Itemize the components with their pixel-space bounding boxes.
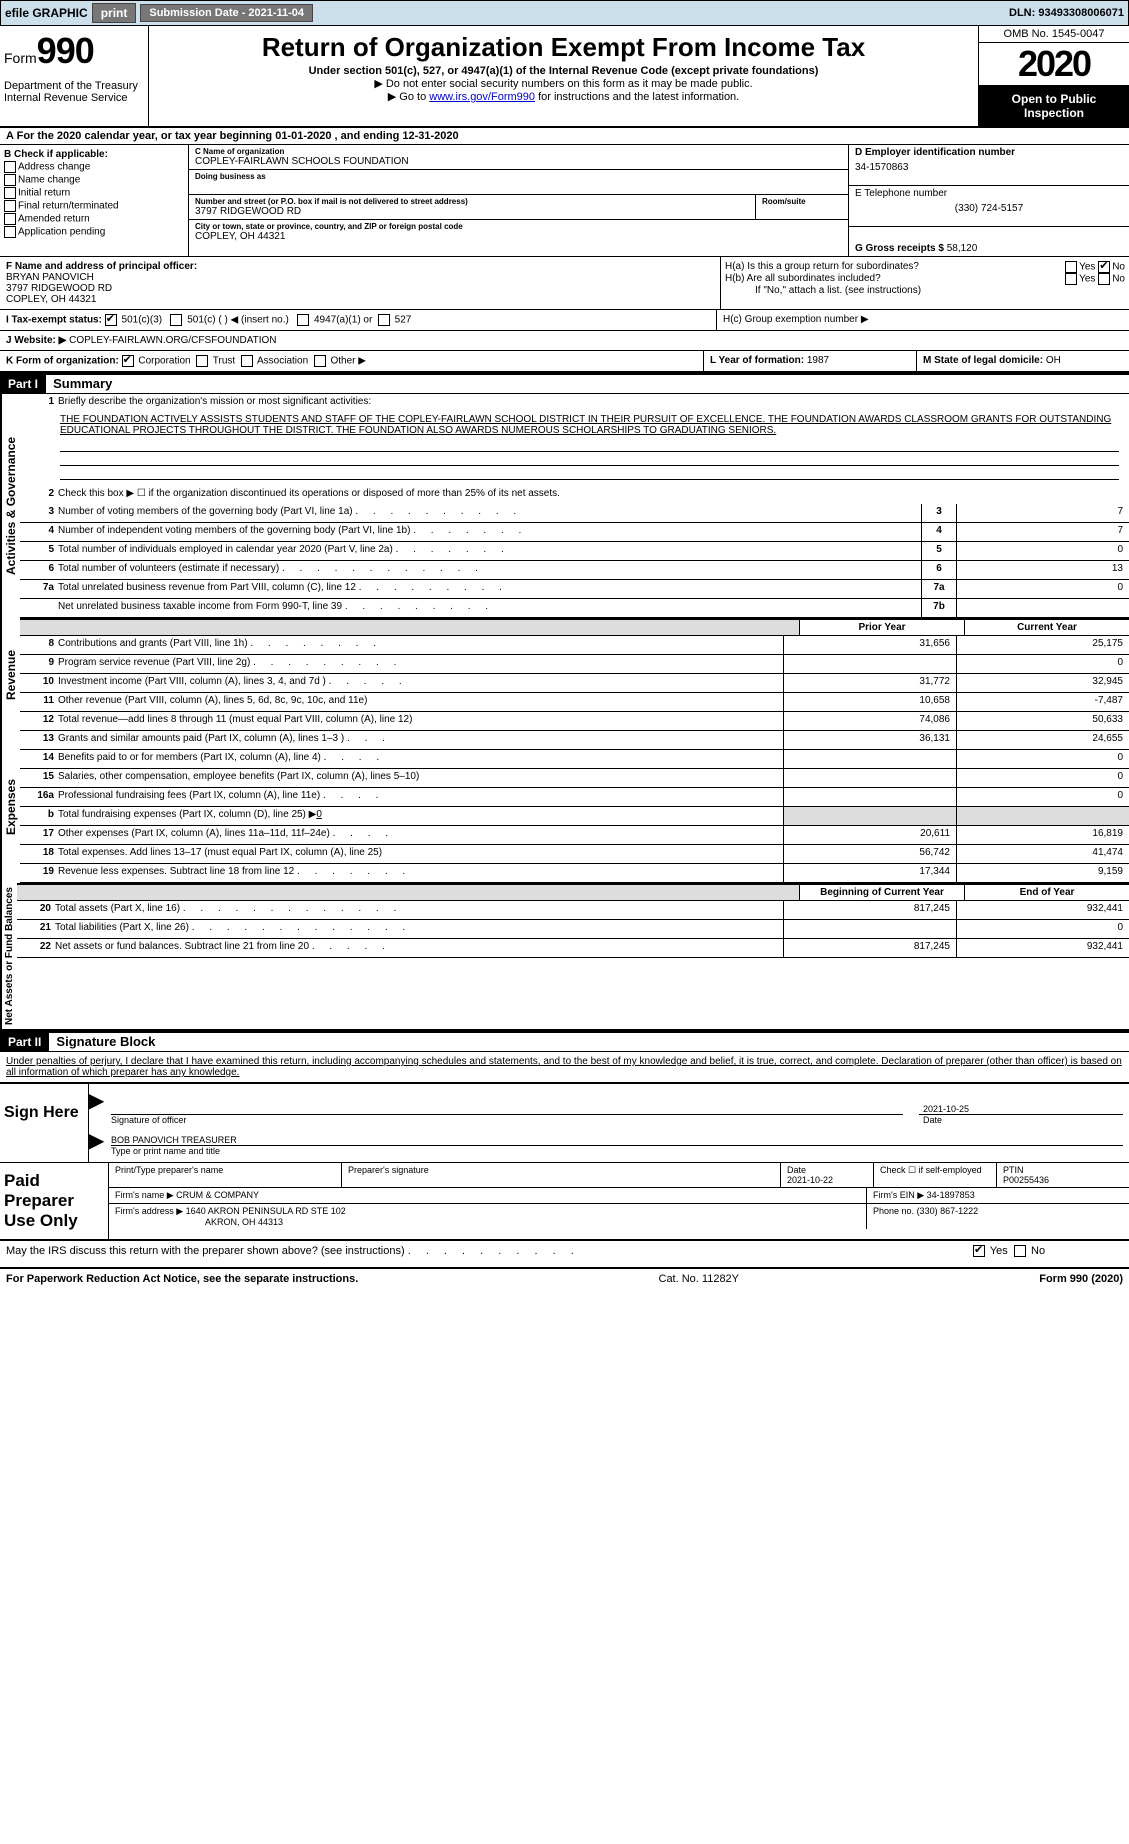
final-return-checkbox[interactable] bbox=[4, 200, 16, 212]
name-change-checkbox[interactable] bbox=[4, 174, 16, 186]
preparer-sig-label: Preparer's signature bbox=[348, 1165, 774, 1175]
hb-no-checkbox[interactable] bbox=[1098, 273, 1110, 285]
telephone-value: (330) 724-5157 bbox=[855, 199, 1123, 214]
initial-return-checkbox[interactable] bbox=[4, 187, 16, 199]
ein-label: D Employer identification number bbox=[855, 147, 1123, 158]
dln-label: DLN: 93493308006071 bbox=[1009, 7, 1124, 19]
open-inspection: Open to Public Inspection bbox=[979, 86, 1129, 126]
group-exemption: H(c) Group exemption number ▶ bbox=[717, 310, 1129, 330]
gross-receipts-value: 58,120 bbox=[947, 243, 978, 254]
ha-yes-checkbox[interactable] bbox=[1065, 261, 1077, 273]
group-return: H(a) Is this a group return for subordin… bbox=[720, 257, 1129, 309]
firm-address: 1640 AKRON PENINSULA RD STE 102 bbox=[186, 1206, 346, 1216]
officer-signature-line[interactable] bbox=[111, 1090, 903, 1115]
ein-value: 34-1570863 bbox=[855, 158, 1123, 173]
org-name-label: C Name of organization bbox=[195, 147, 842, 156]
declaration-text: Under penalties of perjury, I declare th… bbox=[0, 1052, 1129, 1082]
principal-officer: F Name and address of principal officer:… bbox=[0, 257, 720, 309]
501c3-checkbox[interactable] bbox=[105, 314, 117, 326]
form-of-org: K Form of organization: Corporation Trus… bbox=[0, 351, 704, 371]
telephone-label: E Telephone number bbox=[855, 188, 1123, 199]
signature-date: 2021-10-25 bbox=[919, 1090, 1123, 1115]
mission-text: THE FOUNDATION ACTIVELY ASSISTS STUDENTS… bbox=[20, 412, 1129, 438]
part-i-header: Part I Summary bbox=[0, 373, 1129, 394]
firm-ein: 34-1897853 bbox=[927, 1190, 975, 1200]
revenue-tab: Revenue bbox=[0, 618, 20, 731]
column-b-checkboxes: B Check if applicable: Address change Na… bbox=[0, 145, 189, 256]
527-checkbox[interactable] bbox=[378, 314, 390, 326]
assoc-checkbox[interactable] bbox=[241, 355, 253, 367]
hb-yes-checkbox[interactable] bbox=[1065, 273, 1077, 285]
room-label: Room/suite bbox=[762, 197, 842, 206]
omb-number: OMB No. 1545-0047 bbox=[979, 26, 1129, 43]
form-subtitle: Under section 501(c), 527, or 4947(a)(1)… bbox=[153, 65, 974, 77]
form-number: Form990 bbox=[4, 30, 144, 72]
revenue-section: Revenue Prior YearCurrent Year 8Contribu… bbox=[0, 618, 1129, 731]
page-footer: For Paperwork Reduction Act Notice, see … bbox=[0, 1269, 1129, 1289]
tax-year: 2020 bbox=[979, 43, 1129, 86]
year-formation: L Year of formation: 1987 bbox=[704, 351, 917, 371]
4947-checkbox[interactable] bbox=[297, 314, 309, 326]
part-ii-header: Part II Signature Block bbox=[0, 1031, 1129, 1052]
tax-exempt-status: I Tax-exempt status: 501(c)(3) 501(c) ( … bbox=[0, 310, 717, 330]
city-label: City or town, state or province, country… bbox=[195, 222, 842, 231]
officer-name-title: BOB PANOVICH TREASURER bbox=[111, 1125, 1123, 1146]
trust-checkbox[interactable] bbox=[196, 355, 208, 367]
ssn-warning: ▶ Do not enter social security numbers o… bbox=[153, 77, 974, 90]
street-label: Number and street (or P.O. box if mail i… bbox=[195, 197, 749, 206]
form-title: Return of Organization Exempt From Incom… bbox=[153, 32, 974, 63]
gross-receipts-label: G Gross receipts $ bbox=[855, 243, 944, 254]
discuss-yes-checkbox[interactable] bbox=[973, 1245, 985, 1257]
addr-change-checkbox[interactable] bbox=[4, 161, 16, 173]
preparer-name-label: Print/Type preparer's name bbox=[115, 1165, 335, 1175]
b-header: B Check if applicable: bbox=[4, 149, 184, 160]
instructions-link-row: ▶ Go to www.irs.gov/Form990 for instruct… bbox=[153, 90, 974, 103]
application-pending-checkbox[interactable] bbox=[4, 226, 16, 238]
501c-checkbox[interactable] bbox=[170, 314, 182, 326]
street-value: 3797 RIDGEWOOD RD bbox=[195, 206, 749, 217]
activities-governance-section: Activities & Governance 1Briefly describ… bbox=[0, 394, 1129, 618]
net-assets-section: Net Assets or Fund Balances Beginning of… bbox=[0, 883, 1129, 1031]
expenses-section: Expenses 13Grants and similar amounts pa… bbox=[0, 731, 1129, 883]
net-assets-tab: Net Assets or Fund Balances bbox=[0, 883, 17, 1029]
city-value: COPLEY, OH 44321 bbox=[195, 231, 842, 242]
org-name: COPLEY-FAIRLAWN SCHOOLS FOUNDATION bbox=[195, 156, 842, 167]
dba-label: Doing business as bbox=[195, 172, 842, 181]
state-domicile: M State of legal domicile: OH bbox=[917, 351, 1129, 371]
row-a-tax-year: A For the 2020 calendar year, or tax yea… bbox=[0, 128, 1129, 145]
discuss-row: May the IRS discuss this return with the… bbox=[0, 1241, 1129, 1269]
section-b-to-g: B Check if applicable: Address change Na… bbox=[0, 145, 1129, 257]
other-checkbox[interactable] bbox=[314, 355, 326, 367]
firm-name: CRUM & COMPANY bbox=[176, 1190, 259, 1200]
form-header: Form990 Department of the Treasury Inter… bbox=[0, 26, 1129, 128]
department-label: Department of the Treasury Internal Reve… bbox=[4, 80, 144, 104]
print-button[interactable]: print bbox=[92, 3, 137, 23]
amended-return-checkbox[interactable] bbox=[4, 213, 16, 225]
website-row: J Website: ▶ COPLEY-FAIRLAWN.ORG/CFSFOUN… bbox=[0, 331, 1129, 350]
ha-no-checkbox[interactable] bbox=[1098, 261, 1110, 273]
ptin-value: P00255436 bbox=[1003, 1175, 1049, 1185]
governance-tab: Activities & Governance bbox=[0, 394, 20, 618]
submission-date: Submission Date - 2021-11-04 bbox=[140, 4, 313, 22]
efile-label: efile GRAPHIC bbox=[5, 6, 88, 20]
preparer-date: 2021-10-22 bbox=[787, 1175, 833, 1185]
sign-here-block: Sign Here ▶ 2021-10-25 Signature of offi… bbox=[0, 1082, 1129, 1163]
top-toolbar: efile GRAPHIC print Submission Date - 20… bbox=[0, 0, 1129, 26]
instructions-link[interactable]: www.irs.gov/Form990 bbox=[429, 91, 535, 103]
corp-checkbox[interactable] bbox=[122, 355, 134, 367]
discuss-no-checkbox[interactable] bbox=[1014, 1245, 1026, 1257]
self-employed-check[interactable]: Check ☐ if self-employed bbox=[874, 1163, 997, 1187]
firm-phone: (330) 867-1222 bbox=[917, 1206, 979, 1216]
expenses-tab: Expenses bbox=[0, 731, 20, 883]
paid-preparer-block: Paid Preparer Use Only Print/Type prepar… bbox=[0, 1163, 1129, 1241]
